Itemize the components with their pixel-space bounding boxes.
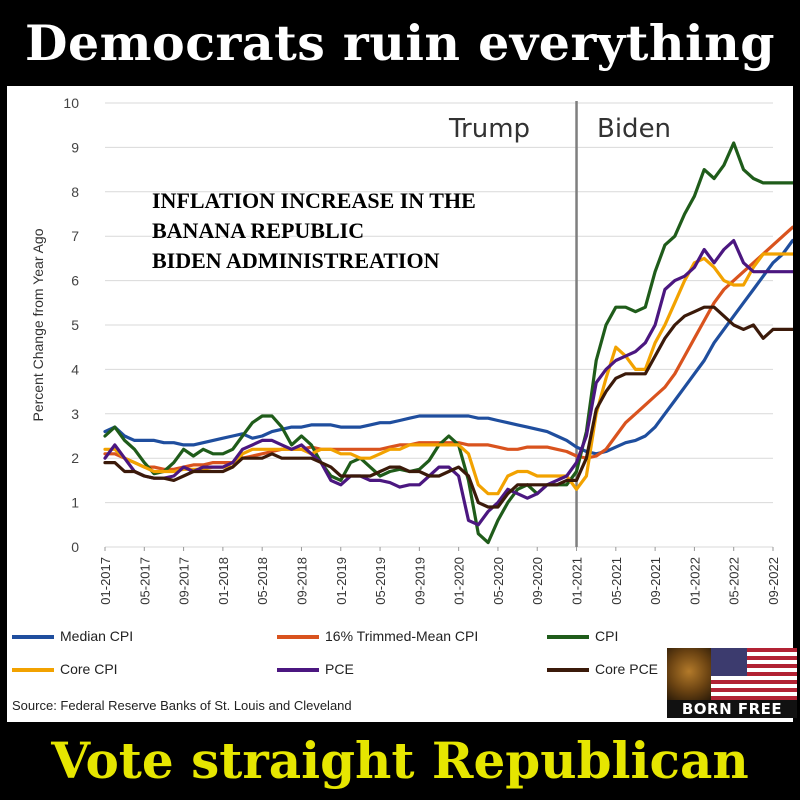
y-tick-label: 6 [71, 273, 79, 289]
x-tick-label: 05-2021 [609, 557, 624, 605]
line-chart: 0 1 2 3 4 5 6 7 8 9 10 01-2017 05-2017 09-2017 01-2018… [30, 95, 793, 605]
y-tick-label: 2 [71, 450, 79, 466]
legend-label: CPI [595, 628, 619, 644]
x-tick-label: 05-2020 [491, 557, 506, 605]
y-tick-label: 9 [71, 139, 79, 155]
headline-banner: Democrats ruin everything [0, 0, 800, 86]
y-tick-label: 10 [63, 95, 79, 111]
legend-item-pce: PCE [277, 661, 354, 677]
series-line-cpi [103, 141, 793, 545]
annotation-line: BIDEN ADMINISTREATION [152, 248, 440, 273]
legend-label: Core PCE [595, 661, 659, 677]
y-tick-label: 4 [71, 361, 79, 377]
annotation-line: BANANA REPUBLIC [152, 218, 365, 243]
logo-text: BORN FREE [667, 700, 797, 718]
legend-label: 16% Trimmed-Mean CPI [325, 628, 479, 644]
x-tick-label: 01-2017 [98, 557, 113, 605]
chart-annotation: INFLATION INCREASE IN THE BANANA REPUBLI… [152, 186, 572, 276]
x-tick-label: 09-2017 [177, 557, 192, 605]
chart-panel: 0 1 2 3 4 5 6 7 8 9 10 01-2017 05-2017 09-2017 01-2018… [7, 86, 797, 722]
legend-item-core-cpi: Core CPI [12, 661, 118, 677]
x-tick-label: 09-2020 [530, 557, 545, 605]
y-tick-label: 8 [71, 184, 79, 200]
x-tick-label: 05-2019 [373, 557, 388, 605]
legend-swatch [12, 668, 54, 673]
x-tick-label: 09-2021 [648, 557, 663, 605]
x-tick-label: 09-2022 [766, 557, 781, 605]
y-tick-label: 0 [71, 539, 79, 555]
legend-swatch [277, 668, 319, 673]
legend-swatch [547, 635, 589, 640]
series-line-core-pce [103, 305, 793, 509]
series-line-median-cpi [103, 238, 793, 456]
slogan-banner: Vote straight Republican [0, 722, 800, 800]
series-line-pce [103, 239, 793, 527]
y-tick-label: 3 [71, 406, 79, 422]
legend-label: Median CPI [60, 628, 134, 644]
series-line-16-trimmed-mean-cpi [103, 225, 793, 471]
x-tick-label: 01-2021 [570, 557, 585, 605]
x-tick-label: 01-2020 [452, 557, 467, 605]
legend-label: Core CPI [60, 661, 118, 677]
legend-swatch [547, 668, 589, 673]
y-tick-label: 1 [71, 495, 79, 511]
x-tick-label: 01-2018 [216, 557, 231, 605]
x-tick-label: 05-2017 [137, 557, 152, 605]
lion-icon [667, 648, 711, 700]
legend-swatch [277, 635, 319, 640]
annotation-line: INFLATION INCREASE IN THE [152, 188, 476, 213]
era-label-biden: Biden [597, 114, 672, 144]
flag-canton [711, 648, 747, 676]
born-free-logo: BORN FREE [667, 648, 797, 718]
x-tick-label: 01-2019 [334, 557, 349, 605]
x-tick-label: 01-2022 [687, 557, 702, 605]
x-tick-label: 09-2018 [294, 557, 309, 605]
legend-label: PCE [325, 661, 354, 677]
y-tick-label: 5 [71, 317, 79, 333]
x-tick-label: 09-2019 [412, 557, 427, 605]
x-tick-label: 05-2022 [727, 557, 742, 605]
legend-swatch [12, 635, 54, 640]
x-tick-label: 05-2018 [255, 557, 270, 605]
legend-item-cpi: CPI [547, 628, 618, 644]
y-axis-label: Percent Change from Year Ago [30, 228, 46, 421]
y-tick-label: 7 [71, 228, 79, 244]
legend-item-median-cpi: Median CPI [12, 628, 133, 644]
legend-item-trimmed-mean-cpi: 16% Trimmed-Mean CPI [277, 628, 478, 644]
legend-item-core-pce: Core PCE [547, 661, 658, 677]
source-note: Source: Federal Reserve Banks of St. Lou… [12, 698, 352, 713]
era-label-trump: Trump [449, 114, 531, 144]
